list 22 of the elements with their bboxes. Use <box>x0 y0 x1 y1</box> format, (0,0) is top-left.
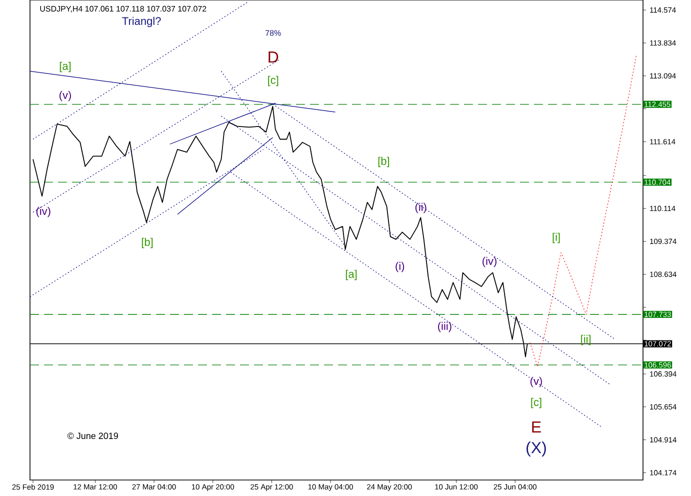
annotation: E <box>532 422 541 433</box>
annotation: [b] <box>142 238 153 248</box>
annotation: (X) <box>526 442 546 456</box>
annotation: [a] <box>60 62 71 72</box>
annotation: (iv) <box>36 206 50 218</box>
annotation: © June 2019 <box>67 432 118 440</box>
annotation: [i] <box>552 232 560 244</box>
annotation: 78% <box>266 30 281 36</box>
annotation: (iv) <box>482 256 496 268</box>
annotation: (v) <box>60 90 71 102</box>
annotation: [b] <box>378 156 390 168</box>
annotation: [a] <box>346 270 357 280</box>
annotation: (v) <box>530 376 542 388</box>
annotation: D <box>268 52 278 63</box>
annotation: (ii) <box>415 202 426 214</box>
annotation: [c] <box>531 398 542 408</box>
annotation: Triangl? <box>122 16 161 28</box>
annotation: [c] <box>268 76 278 86</box>
annotation: (iii) <box>438 322 452 332</box>
annotation: [ii] <box>581 334 591 346</box>
text: USDJPY,H4 107.061 107.118 107.037 107.072 <box>40 6 206 13</box>
annotation: (i) <box>396 262 404 272</box>
